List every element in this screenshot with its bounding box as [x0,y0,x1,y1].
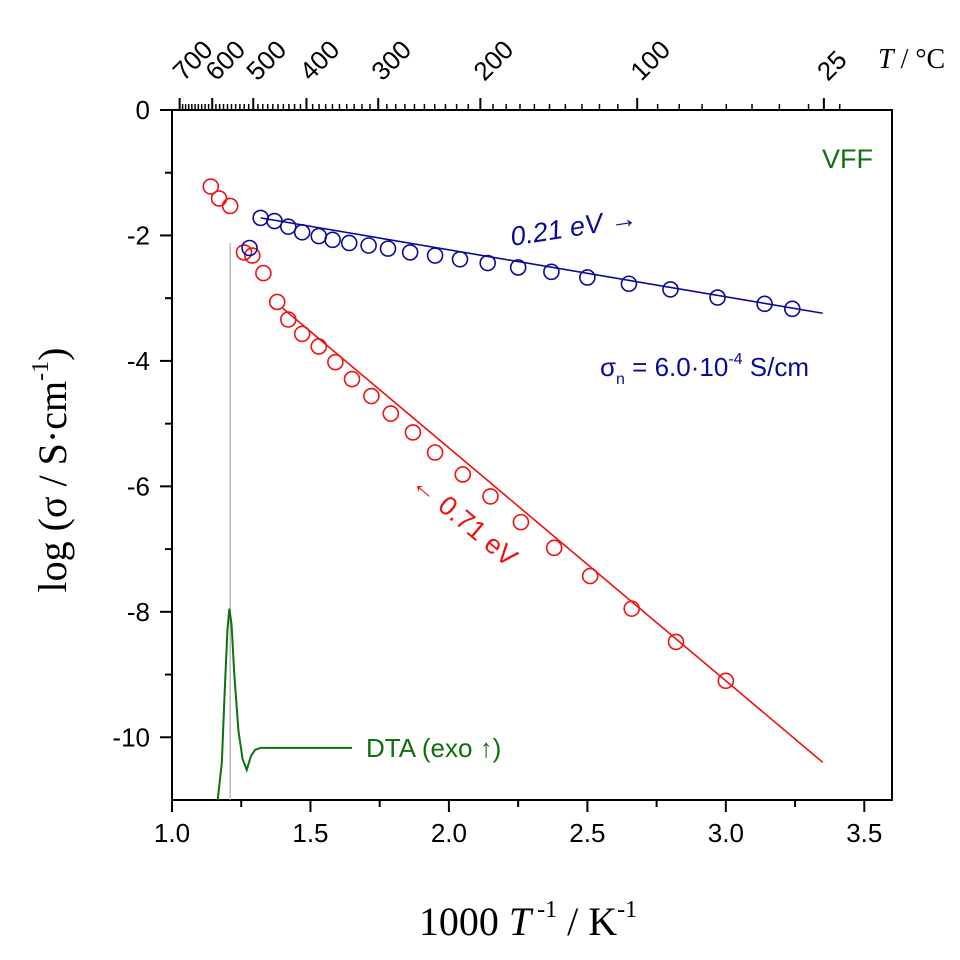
top-axis-unit: T / °C [878,44,945,75]
top-tick-label: 100 [624,34,676,86]
data-point-1 [202,178,220,195]
top-tick-label: 300 [365,34,417,86]
top-tick-label: 500 [240,34,292,86]
y-tick-label: 0 [136,95,150,125]
y-tick-label: -10 [112,722,150,752]
data-point-0 [620,275,638,293]
top-tick-label: 200 [467,34,519,86]
data-point-0 [451,250,469,268]
data-point-1 [717,672,735,690]
dta-curve [216,608,352,801]
data-point-0 [479,254,496,272]
data-point-0 [509,259,527,276]
data-point-0 [579,269,596,286]
data-point-1 [667,633,685,651]
data-point-1 [327,353,344,371]
data-point-1 [426,444,444,461]
data-point-1 [343,370,361,388]
data-point-0 [340,234,358,252]
top-tick-label: 25 [811,45,853,87]
data-point-1 [268,293,286,311]
x-tick-label: 3.5 [846,818,882,848]
data-point-0 [426,247,444,264]
data-point-0 [266,212,283,230]
red-fit-label: ← 0.71 eV [406,468,523,573]
fit-line-0 [260,217,823,315]
plot-marks [202,178,824,801]
data-point-1 [244,247,261,264]
data-point-0 [756,295,773,313]
data-point-1 [623,600,640,617]
axis-ticks [160,109,866,812]
data-point-0 [709,289,726,306]
top-tick-label: 400 [293,34,345,86]
x-tick-label: 2.5 [569,818,605,848]
x-tick-label: 3.0 [708,818,744,848]
data-point-1 [255,264,272,282]
y-tick-label: -8 [127,597,150,627]
data-point-1 [310,338,328,355]
data-point-0 [324,231,341,249]
data-point-0 [662,281,679,298]
y-tick-label: -4 [127,346,150,376]
plot-frame [171,109,893,801]
data-point-1 [280,311,297,328]
data-point-1 [293,325,311,343]
data-point-0 [379,240,397,257]
data-point-0 [784,300,801,318]
y-tick-label: -2 [127,220,150,250]
data-point-1 [210,190,228,207]
data-point-0 [543,263,560,281]
data-point-1 [454,466,472,483]
data-point-0 [280,218,297,235]
top-tick-label: 600 [199,34,251,86]
data-point-1 [382,405,400,422]
data-point-1 [221,197,239,215]
sigma-n-note: σn = 6.0·10-4 S/cm [600,351,809,388]
x-tick-label: 1.5 [292,818,328,848]
data-point-1 [363,387,380,405]
data-point-1 [581,567,599,585]
axis-tick-labels: 1.0 1.5 2.0 2.5 3.0 3.5 0 -2 -4 -6 -8 -10 [112,95,882,848]
data-point-1 [482,488,499,505]
data-point-extra [241,239,258,257]
data-point-1 [404,424,422,441]
data-point-0 [293,224,311,241]
x-tick-label: 2.0 [431,818,467,848]
data-point-1 [512,513,530,531]
x-axis-title: 1000 T -1 / K-1 [419,897,637,944]
dta-label: DTA (exo ↑) [366,733,501,763]
data-point-1 [545,539,563,557]
data-point-0 [360,237,377,254]
x-tick-label: 1.0 [154,818,190,848]
blue-fit-label: 0.21 eV → [508,202,639,252]
data-point-0 [401,244,419,261]
sample-label: VFF [822,144,873,174]
data-point-0 [310,227,328,245]
data-point-1 [235,244,253,261]
y-tick-label: -6 [127,471,150,501]
y-axis-title: log (σ / S·cm-1) [28,348,75,593]
fit-line-1 [282,307,824,763]
